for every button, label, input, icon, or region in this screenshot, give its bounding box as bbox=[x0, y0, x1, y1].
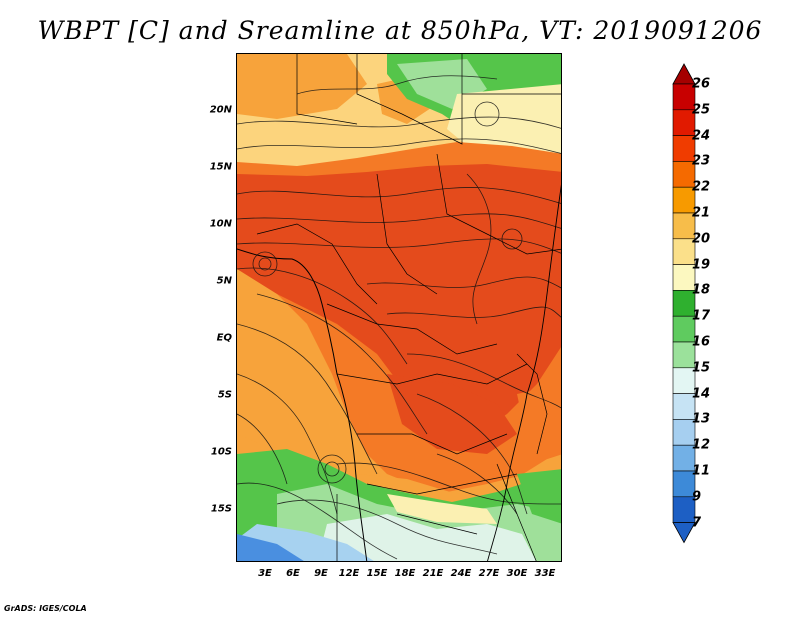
map-panel bbox=[236, 53, 562, 562]
lon-label-24e: 24E bbox=[450, 568, 472, 579]
lon-label-27e: 27E bbox=[478, 568, 500, 579]
lon-label-3e: 3E bbox=[258, 568, 272, 579]
colorbar-label: 21 bbox=[692, 205, 711, 221]
lat-label-eq: EQ bbox=[216, 332, 232, 344]
lat-label-15s: 15S bbox=[210, 503, 232, 515]
region-south-pale bbox=[317, 514, 536, 561]
lat-label-5s: 5S bbox=[217, 389, 232, 401]
lon-label-33e: 33E bbox=[534, 568, 556, 579]
colorbar-label: 24 bbox=[692, 128, 711, 144]
chart-title: WBPT [C] and Sreamline at 850hPa, VT: 20… bbox=[37, 16, 763, 45]
lon-label-12e: 12E bbox=[338, 568, 360, 579]
lat-label-20n: 20N bbox=[209, 104, 232, 116]
region-west-amber bbox=[237, 269, 367, 474]
colorbar-bottom-arrow bbox=[672, 522, 696, 544]
lon-label-30e: 30E bbox=[506, 568, 528, 579]
region-east-green bbox=[517, 469, 561, 524]
colorbar-label: 13 bbox=[692, 411, 711, 427]
lon-label-9e: 9E bbox=[314, 568, 328, 579]
lon-label-21e: 21E bbox=[422, 568, 444, 579]
region-east-orange bbox=[517, 384, 561, 464]
region-south-blue bbox=[237, 534, 304, 561]
lon-label-15e: 15E bbox=[366, 568, 388, 579]
grads-credit: GrADS: IGES/COLA bbox=[4, 604, 87, 613]
colorbar-label: 20 bbox=[692, 231, 711, 247]
colorbar-label: 26 bbox=[692, 76, 711, 92]
map-canvas bbox=[237, 54, 561, 561]
lat-label-10s: 10S bbox=[210, 446, 232, 458]
colorbar-label: 14 bbox=[692, 386, 711, 402]
colorbar-label: 23 bbox=[692, 153, 711, 169]
lat-label-10n: 10N bbox=[209, 218, 232, 230]
lon-label-18e: 18E bbox=[394, 568, 416, 579]
region-red-core bbox=[237, 164, 561, 434]
lat-label-5n: 5N bbox=[216, 275, 232, 287]
colorbar-label: 18 bbox=[692, 282, 711, 298]
region-south-cream bbox=[387, 494, 497, 524]
country-borders bbox=[256, 54, 561, 561]
lat-label-15n: 15N bbox=[209, 161, 232, 173]
colorbar-label: 19 bbox=[692, 257, 711, 273]
colorbar bbox=[672, 63, 696, 544]
colorbar-label: 15 bbox=[692, 360, 711, 376]
region-red-south bbox=[387, 374, 517, 454]
streamlines bbox=[237, 75, 561, 560]
colorbar-label: 11 bbox=[692, 463, 711, 479]
region-north-orange-west bbox=[237, 54, 367, 119]
colorbar-label: 17 bbox=[692, 308, 711, 324]
east-coastline bbox=[487, 184, 561, 561]
colorbar-label: 9 bbox=[692, 489, 702, 505]
colorbar-label: 25 bbox=[692, 102, 711, 118]
lon-label-6e: 6E bbox=[286, 568, 300, 579]
coastline bbox=[237, 248, 368, 561]
colorbar-label: 12 bbox=[692, 437, 711, 453]
colorbar-label: 7 bbox=[692, 515, 702, 531]
colorbar-label: 16 bbox=[692, 334, 711, 350]
colorbar-label: 22 bbox=[692, 179, 711, 195]
